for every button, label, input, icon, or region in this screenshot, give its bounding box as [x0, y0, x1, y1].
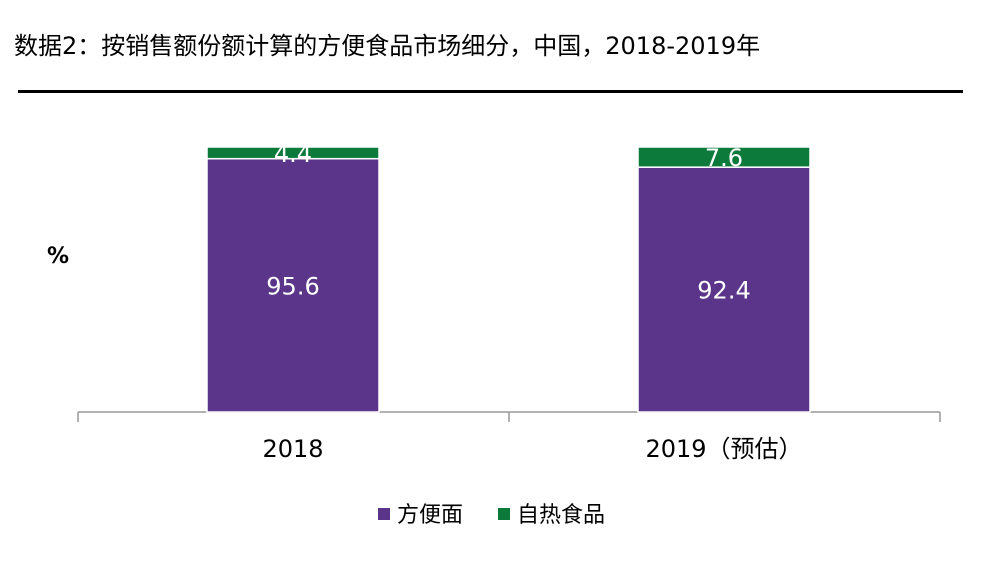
legend-label: 方便面 — [397, 503, 463, 528]
title-rule — [18, 90, 963, 93]
x-tick-label: 2019（预估） — [645, 435, 802, 463]
chart-title: 数据2：按销售额份额计算的方便食品市场细分，中国，2018-2019年 — [14, 32, 761, 60]
legend-label: 自热食品 — [517, 503, 605, 528]
data-label: 7.6 — [705, 144, 743, 172]
y-axis-label: % — [47, 244, 69, 269]
bar-segment-instant-noodles-1 — [637, 166, 811, 413]
data-label: 92.4 — [697, 277, 750, 305]
x-tick-label: 2018 — [262, 435, 323, 463]
data-label: 95.6 — [266, 272, 319, 300]
legend-swatch — [378, 508, 390, 520]
bar-segment-self-heating-1 — [637, 146, 811, 168]
bar-segment-self-heating-0 — [206, 146, 380, 160]
legend-swatch — [498, 508, 510, 520]
data-label: 4.4 — [274, 140, 312, 168]
